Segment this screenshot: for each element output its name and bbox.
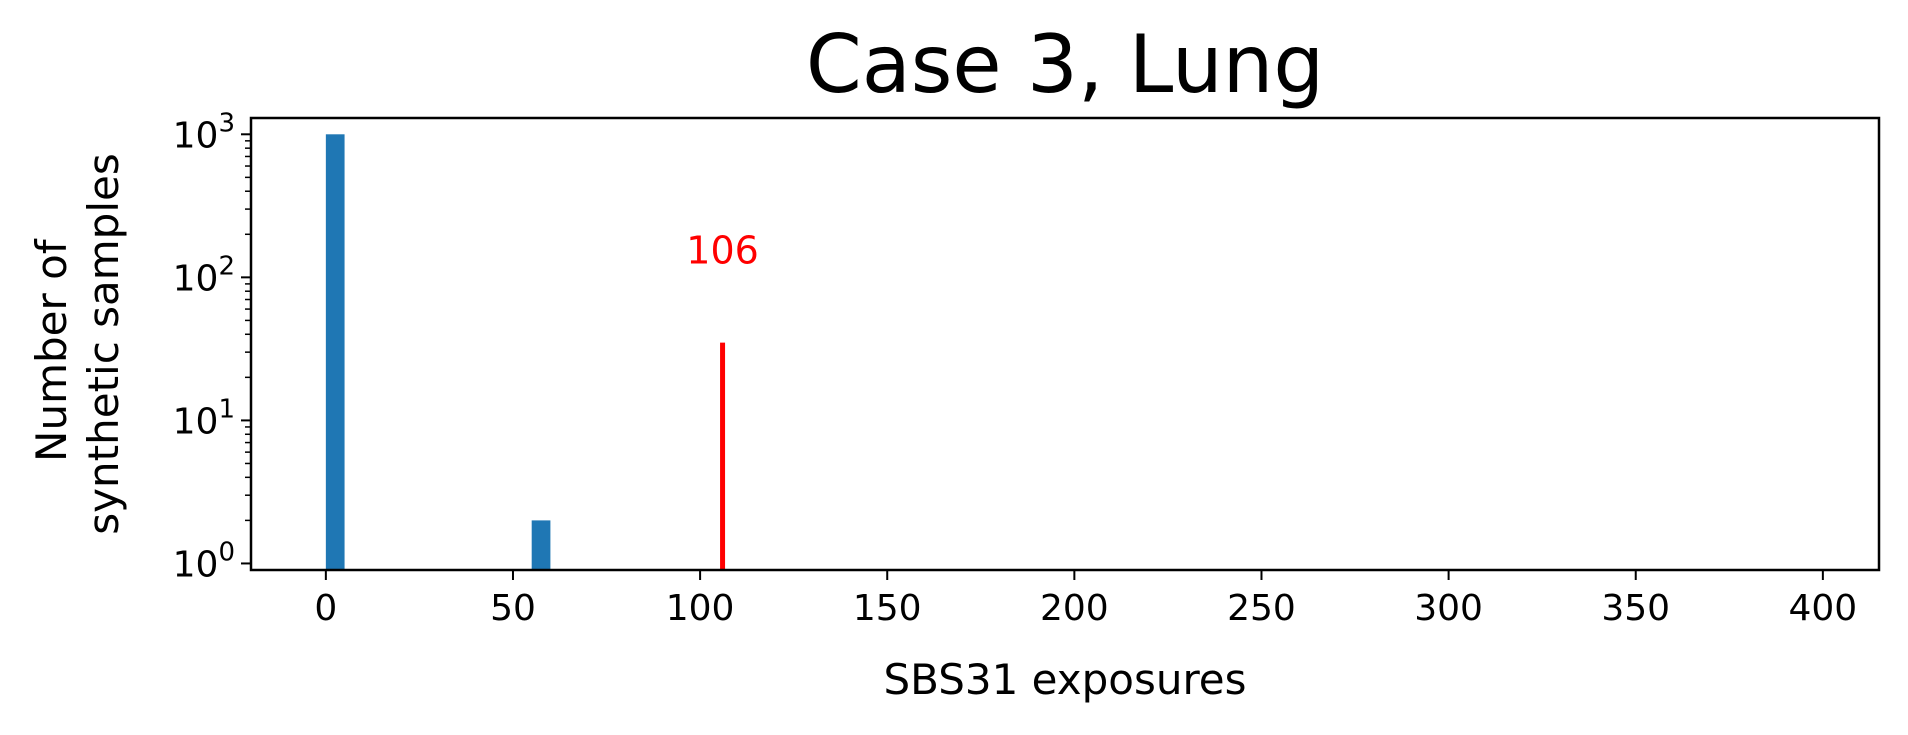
bars (325, 134, 551, 570)
x-tick-label-6: 300 (1414, 588, 1483, 629)
x-tick-label-2: 100 (666, 588, 735, 629)
x-tick-label-8: 400 (1789, 588, 1858, 629)
x-tick-label-1: 50 (490, 588, 536, 629)
y-axis-title-line-1: Number of (27, 238, 76, 462)
y-tick-label-2: 102 (173, 251, 235, 299)
y-axis-title: Number of synthetic samples (27, 153, 128, 534)
x-tick-label-7: 350 (1601, 588, 1670, 629)
y-axis: 100 101 102 103 (173, 108, 251, 585)
y-axis-title-line-2: synthetic samples (79, 153, 128, 534)
x-tick-label-5: 250 (1227, 588, 1296, 629)
plot-frame (249, 116, 1881, 572)
y-tick-label-0: 100 (173, 537, 235, 585)
y-tick-label-3: 103 (173, 108, 235, 156)
reference-label: 106 (686, 228, 759, 272)
x-axis: 0 50 100 150 200 250 300 350 400 (314, 570, 1857, 629)
reference-marker: 106 (686, 228, 759, 570)
y-tick-label-1: 101 (173, 394, 235, 442)
bar-1 (531, 520, 551, 570)
bar-0 (325, 134, 345, 570)
chart-title: Case 3, Lung (806, 18, 1324, 111)
x-tick-label-4: 200 (1040, 588, 1109, 629)
x-tick-label-3: 150 (853, 588, 922, 629)
x-axis-title: SBS31 exposures (883, 655, 1246, 704)
x-tick-label-0: 0 (314, 588, 337, 629)
